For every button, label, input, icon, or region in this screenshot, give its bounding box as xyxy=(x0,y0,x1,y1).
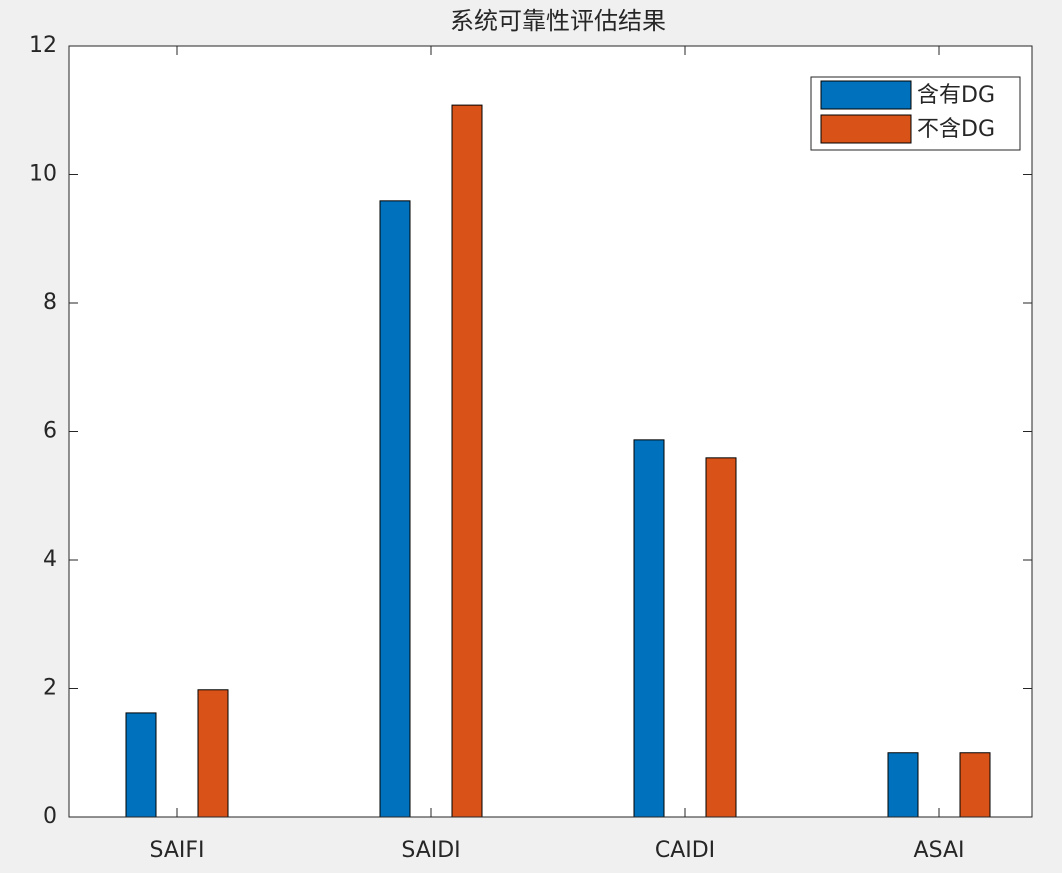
plot-area xyxy=(69,46,1032,817)
legend-label: 不含DG xyxy=(917,117,995,142)
bar xyxy=(633,439,665,818)
legend-label: 含有DG xyxy=(917,83,995,108)
bar xyxy=(451,104,483,818)
bar xyxy=(379,200,411,818)
legend-swatch xyxy=(820,80,912,110)
y-tick-label: 0 xyxy=(43,804,57,829)
y-tick-label: 12 xyxy=(29,33,57,58)
y-tick-label: 6 xyxy=(43,419,57,444)
bar xyxy=(705,457,737,818)
bar xyxy=(887,752,919,818)
bar xyxy=(959,752,991,818)
legend-swatch xyxy=(820,114,912,144)
bar xyxy=(125,712,157,818)
y-tick-label: 2 xyxy=(43,676,57,701)
axes-box xyxy=(68,45,1033,818)
x-tick-label: SAIFI xyxy=(149,838,204,863)
x-tick-label: ASAI xyxy=(914,838,965,863)
y-tick-label: 4 xyxy=(43,547,57,572)
x-tick-label: SAIDI xyxy=(401,838,460,863)
x-tick-label: CAIDI xyxy=(655,838,715,863)
y-tick-label: 8 xyxy=(43,290,57,315)
chart-title: 系统可靠性评估结果 xyxy=(450,7,666,35)
y-tick-label: 10 xyxy=(29,162,57,187)
bar xyxy=(197,689,229,818)
